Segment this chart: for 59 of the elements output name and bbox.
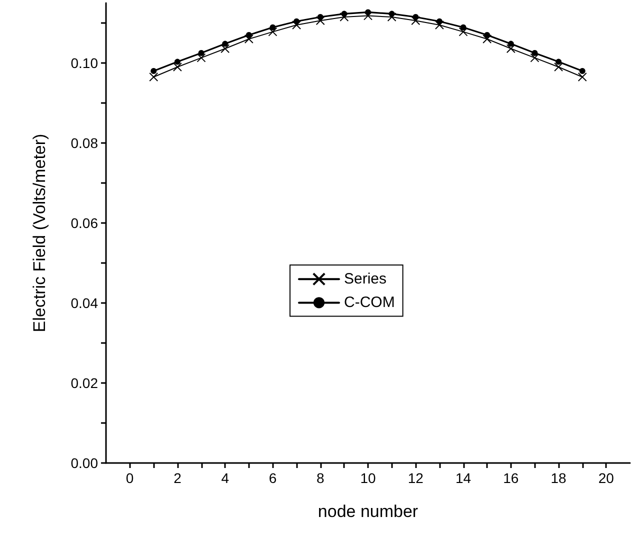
- x-tick-label: 18: [550, 470, 567, 486]
- x-tick-label: 0: [126, 470, 134, 486]
- point: [556, 58, 562, 65]
- point: [411, 16, 420, 26]
- point: [244, 34, 254, 44]
- point: [294, 18, 300, 24]
- point: [436, 18, 442, 24]
- point: [174, 58, 180, 65]
- point: [412, 14, 419, 20]
- x-tick-label: 14: [455, 470, 472, 486]
- legend-label: C-COM: [344, 294, 395, 312]
- y-tick-label: 0.08: [70, 135, 98, 151]
- point: [460, 24, 466, 30]
- point: [365, 9, 371, 16]
- point: [341, 10, 348, 17]
- point: [554, 62, 564, 72]
- point: [458, 27, 468, 36]
- point: [532, 50, 538, 56]
- point: [292, 20, 302, 30]
- y-axis-title: Electric Field (Volts/meter): [30, 134, 49, 332]
- point: [316, 16, 325, 26]
- point: [150, 68, 157, 74]
- point: [220, 44, 230, 54]
- x-tick-label: 6: [268, 470, 277, 486]
- point: [340, 12, 349, 22]
- point: [246, 32, 252, 38]
- point: [387, 12, 396, 22]
- y-tick-label: 0.02: [70, 375, 98, 391]
- point: [482, 34, 492, 44]
- point: [149, 72, 158, 82]
- legend-label: Series: [344, 270, 387, 288]
- point: [484, 32, 490, 38]
- point: [222, 40, 228, 47]
- x-tick-label: 10: [360, 470, 376, 486]
- point: [508, 40, 514, 47]
- y-tick-label: 0.04: [70, 295, 98, 311]
- point: [270, 24, 276, 30]
- x-tick-label: 2: [174, 470, 182, 486]
- x-tick-label: 12: [408, 470, 424, 486]
- point: [434, 20, 444, 30]
- point: [198, 50, 204, 56]
- point: [578, 72, 587, 82]
- point: [317, 14, 324, 20]
- x-tick-label: 16: [503, 470, 519, 486]
- point: [196, 53, 206, 62]
- point: [364, 11, 372, 20]
- x-tick-label: 4: [221, 470, 230, 486]
- point: [172, 62, 182, 72]
- y-tick-label: 0.06: [70, 215, 98, 231]
- point: [388, 10, 395, 17]
- point: [579, 68, 586, 74]
- point: [506, 44, 516, 54]
- x-axis-title: node number: [318, 502, 418, 521]
- y-tick-label: 0.00: [70, 455, 98, 471]
- point: [530, 53, 540, 62]
- y-tick-label: 0.10: [70, 55, 98, 71]
- point: [268, 27, 278, 36]
- x-tick-label: 8: [316, 470, 324, 486]
- x-tick-label: 20: [598, 470, 614, 486]
